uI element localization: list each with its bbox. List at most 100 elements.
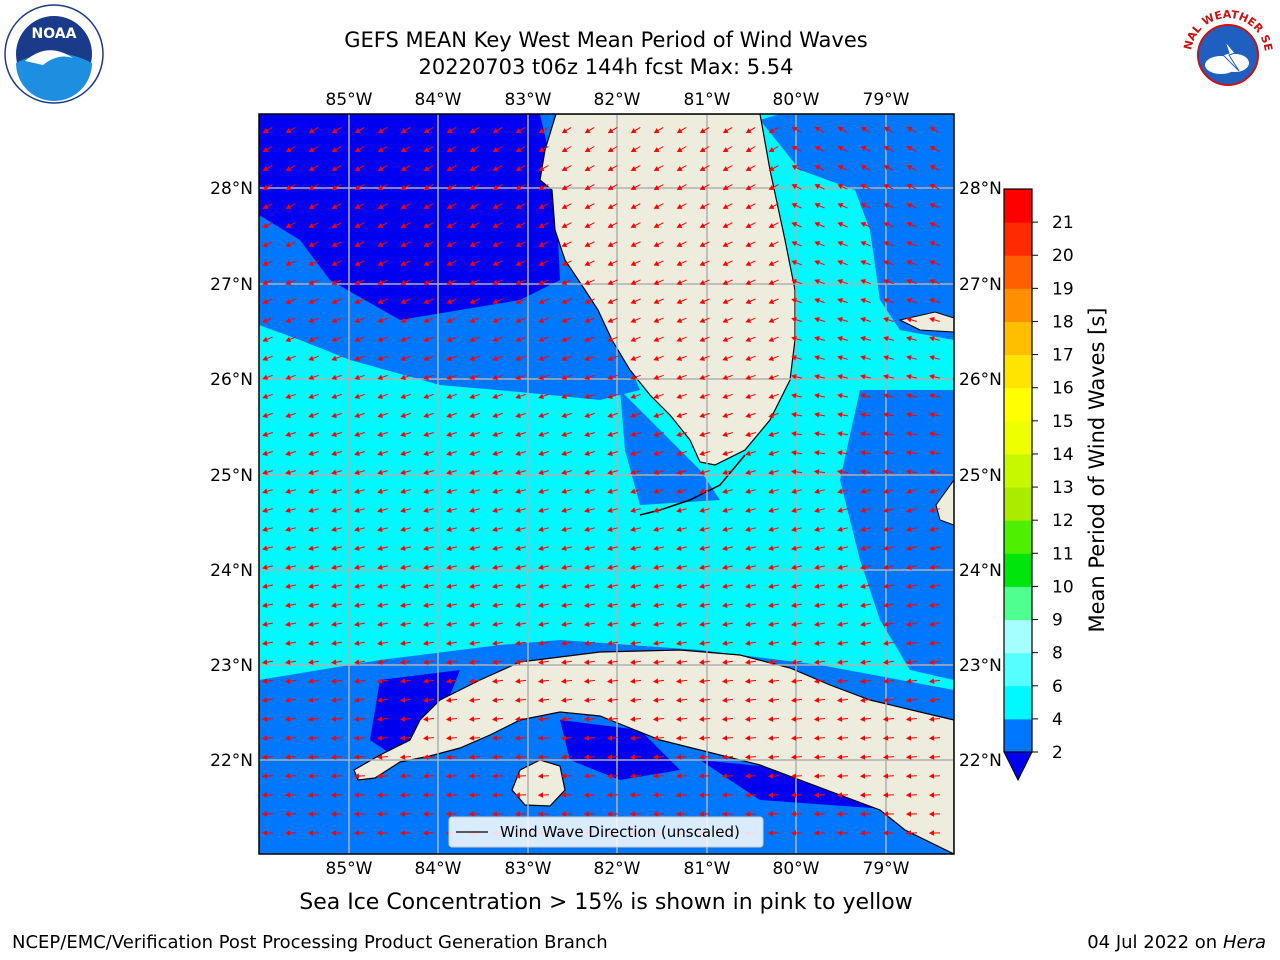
wind-wave-arrowhead: [676, 412, 682, 418]
wind-wave-arrowhead: [905, 450, 912, 456]
wind-wave-arrowhead: [906, 507, 912, 513]
wind-wave-arrowhead: [285, 374, 292, 380]
wind-wave-arrowhead: [538, 279, 545, 285]
wind-wave-arrowhead: [469, 526, 475, 532]
wind-wave-arrowhead: [768, 659, 774, 665]
wind-wave-arrowhead: [630, 469, 636, 475]
wind-wave-arrowhead: [791, 298, 797, 304]
wind-wave-arrowhead: [561, 317, 568, 323]
wind-wave-arrowhead: [630, 260, 637, 266]
wind-wave-arrowhead: [331, 279, 338, 285]
wind-wave-arrowhead: [768, 621, 774, 627]
wind-wave-arrowhead: [928, 735, 935, 741]
wind-wave-arrowhead: [354, 241, 361, 247]
colorbar-ticks: 2 4 6 8 9 10 11 12 13 14 15 16 17 18 19 20 21: [1032, 213, 1074, 763]
wind-wave-arrowhead: [928, 773, 935, 779]
lat-ticks-left: 28°N 27°N 26°N 25°N 24°N 23°N 22°N: [210, 179, 253, 771]
wind-wave-arrowhead: [814, 203, 821, 209]
wind-wave-arrowhead: [676, 393, 682, 399]
wind-wave-arrowhead: [722, 526, 728, 532]
wind-wave-arrowhead: [675, 792, 682, 798]
wind-wave-arrowhead: [721, 754, 728, 760]
wind-wave-arrowhead: [883, 336, 889, 342]
wind-wave-arrowhead: [354, 260, 361, 266]
lat-tick-label: 23°N: [210, 656, 253, 676]
wind-wave-arrowhead: [768, 640, 774, 646]
wind-wave-arrowhead: [721, 735, 728, 741]
wind-wave-arrowhead: [330, 735, 337, 741]
wind-wave-arrowhead: [308, 469, 314, 475]
colorbar-tick-label: 15: [1052, 412, 1074, 432]
wind-wave-arrowhead: [882, 754, 889, 760]
wind-wave-arrowhead: [630, 128, 637, 134]
lon-tick-label: 84°W: [415, 90, 462, 110]
wind-wave-arrowhead: [607, 507, 613, 513]
arrow-legend: Wind Wave Direction (unscaled): [448, 816, 764, 848]
wind-wave-arrowhead: [583, 716, 590, 722]
wind-wave-arrowhead: [262, 412, 268, 418]
wind-wave-arrowhead: [630, 640, 636, 646]
wind-wave-arrowhead: [721, 792, 728, 798]
wind-wave-arrowhead: [469, 621, 475, 627]
wind-wave-arrowhead: [653, 412, 659, 418]
wind-wave-arrowhead: [492, 336, 499, 342]
wind-wave-arrowhead: [768, 431, 774, 437]
wind-wave-arrowhead: [630, 621, 636, 627]
wind-wave-arrowhead: [353, 773, 360, 779]
wind-wave-arrowhead: [676, 640, 682, 646]
wind-wave-arrowhead: [261, 830, 267, 836]
wind-wave-arrowhead: [422, 830, 428, 836]
wind-wave-arrowhead: [400, 412, 406, 418]
wind-wave-arrowhead: [399, 716, 406, 722]
wind-wave-arrowhead: [929, 317, 935, 323]
wind-wave-arrowhead: [653, 659, 659, 665]
wind-wave-arrowhead: [377, 526, 383, 532]
wind-wave-arrowhead: [722, 355, 729, 361]
lon-tick-label: 82°W: [594, 90, 641, 110]
wind-wave-arrowhead: [561, 659, 567, 665]
wind-wave-arrowhead: [584, 374, 591, 380]
wind-wave-arrowhead: [492, 241, 499, 247]
wind-wave-arrowhead: [400, 355, 407, 361]
wind-wave-arrowhead: [767, 678, 774, 684]
wind-wave-arrowhead: [400, 545, 406, 551]
wind-wave-arrowhead: [929, 203, 936, 209]
wind-wave-arrowhead: [606, 773, 613, 779]
wind-wave-arrowhead: [423, 640, 429, 646]
wind-wave-arrowhead: [423, 241, 430, 247]
wind-wave-arrowhead: [813, 773, 820, 779]
wind-wave-arrowhead: [584, 317, 591, 323]
wind-wave-arrowhead: [906, 222, 913, 228]
wind-wave-arrowhead: [423, 602, 429, 608]
wind-wave-arrowhead: [859, 716, 866, 722]
wind-wave-arrowhead: [285, 298, 292, 304]
wind-wave-arrowhead: [377, 298, 384, 304]
wind-wave-arrowhead: [606, 716, 613, 722]
wind-wave-arrowhead: [561, 393, 567, 399]
wind-wave-arrowhead: [837, 374, 843, 380]
wind-wave-arrowhead: [261, 697, 268, 703]
wind-wave-arrowhead: [768, 583, 774, 589]
colorbar-cell: [1004, 189, 1032, 223]
wind-wave-arrowhead: [607, 488, 613, 494]
wind-wave-arrowhead: [262, 469, 268, 475]
wind-wave-arrowhead: [400, 128, 407, 134]
wind-wave-arrowhead: [790, 811, 797, 817]
wind-wave-arrowhead: [469, 488, 475, 494]
wind-wave-arrowhead: [515, 317, 522, 323]
wind-wave-arrowhead: [722, 260, 729, 266]
legend-label: Wind Wave Direction (unscaled): [500, 823, 740, 841]
wind-wave-arrowhead: [331, 223, 338, 228]
wind-wave-arrowhead: [538, 317, 545, 323]
wind-wave-arrowhead: [308, 393, 314, 399]
wind-wave-arrowhead: [330, 697, 337, 703]
wind-wave-arrowhead: [607, 640, 613, 646]
wind-wave-arrowhead: [468, 754, 475, 760]
wind-wave-arrowhead: [721, 773, 728, 779]
wind-wave-arrowhead: [354, 507, 360, 513]
wind-wave-arrowhead: [376, 697, 383, 703]
wind-wave-arrowhead: [469, 469, 475, 475]
wind-wave-arrowhead: [883, 298, 889, 304]
wind-wave-arrowhead: [882, 450, 889, 456]
wind-wave-arrowhead: [699, 469, 705, 475]
